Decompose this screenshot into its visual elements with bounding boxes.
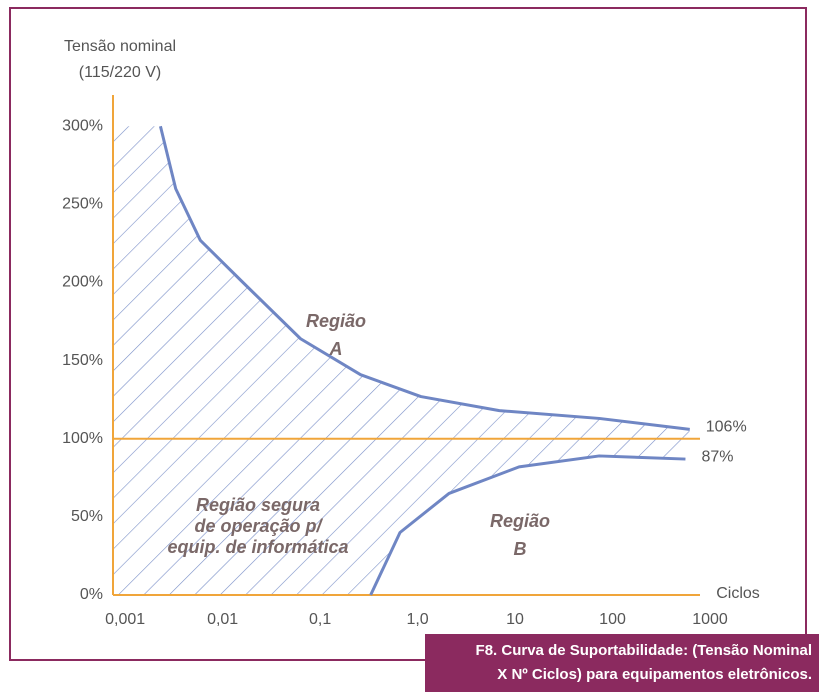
curve bbox=[158, 125, 690, 431]
x-tick-label: 0,01 bbox=[207, 611, 238, 628]
y-axis-label: Tensão nominal bbox=[64, 38, 176, 55]
caption: X Nº Ciclos) para equipamentos eletrônic… bbox=[497, 666, 812, 683]
caption-box bbox=[425, 634, 819, 692]
annotation: equip. de informática bbox=[167, 537, 348, 557]
annotation: Região bbox=[490, 511, 550, 531]
y-tick-label: 0% bbox=[80, 586, 103, 603]
value-label: 106% bbox=[706, 419, 747, 436]
y-tick-label: 250% bbox=[62, 196, 103, 213]
curve bbox=[369, 454, 686, 596]
y-tick-label: 200% bbox=[62, 274, 103, 291]
x-tick-label: 10 bbox=[506, 611, 524, 628]
x-tick-label: 1000 bbox=[692, 611, 728, 628]
x-tick-label: 1,0 bbox=[406, 611, 428, 628]
annotation: Região bbox=[306, 311, 366, 331]
x-axis-label: Ciclos bbox=[716, 585, 760, 602]
y-tick-label: 50% bbox=[71, 508, 103, 525]
annotation: de operação p/ bbox=[194, 516, 323, 536]
y-tick-label: 150% bbox=[62, 352, 103, 369]
x-tick-label: 100 bbox=[599, 611, 626, 628]
annotation: Região segura bbox=[196, 495, 320, 515]
value-label: 87% bbox=[701, 448, 733, 465]
caption: F8. Curva de Suportabilidade: (Tensão No… bbox=[476, 642, 812, 659]
frame bbox=[9, 7, 807, 661]
x-tick-label: 0,001 bbox=[105, 611, 145, 628]
annotation: A bbox=[329, 339, 343, 359]
annotation: B bbox=[514, 539, 527, 559]
x-tick-label: 0,1 bbox=[309, 611, 331, 628]
y-tick-label: 300% bbox=[62, 117, 103, 134]
y-axis-label: (115/220 V) bbox=[79, 64, 161, 81]
y-tick-label: 100% bbox=[62, 430, 103, 447]
